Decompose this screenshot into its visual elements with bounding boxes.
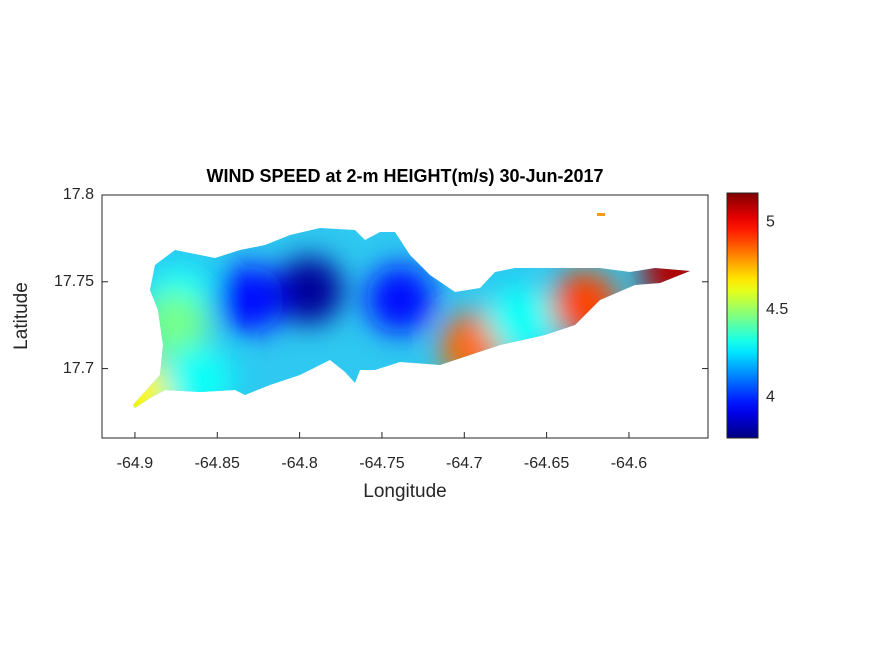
chart-title: WIND SPEED at 2-m HEIGHT(m/s) 30-Jun-201…: [206, 166, 603, 186]
y-tick-label: 17.8: [63, 186, 94, 203]
x-tick-label: -64.75: [359, 455, 404, 472]
x-tick-label: -64.65: [524, 455, 569, 472]
islet: [597, 213, 605, 216]
x-tick-label: -64.6: [611, 455, 648, 472]
x-tick-label: -64.8: [281, 455, 318, 472]
colorbar-tick-label: 4: [766, 388, 775, 405]
colorbar-tick-label: 5: [766, 213, 775, 230]
field-blob: [275, 256, 344, 325]
field-blob: [216, 265, 285, 334]
x-tick-label: -64.7: [446, 455, 483, 472]
y-axis-label: Latitude: [11, 282, 32, 350]
x-axis-label: Longitude: [363, 481, 446, 502]
colorbar-tick-label: 4.5: [766, 301, 788, 318]
axes: -64.9 -64.85 -64.8 -64.75 -64.7 -64.65 -64.6 17…: [54, 186, 788, 472]
axes-box: [101, 194, 709, 439]
colorbar: [727, 193, 758, 438]
y-tick-label: 17.7: [63, 360, 94, 377]
y-tick-label: 17.75: [54, 273, 94, 290]
colorbar-box: [726, 192, 759, 439]
x-tick-label: -64.85: [195, 455, 240, 472]
x-tick-label: -64.9: [117, 455, 154, 472]
field-blob: [366, 265, 435, 334]
